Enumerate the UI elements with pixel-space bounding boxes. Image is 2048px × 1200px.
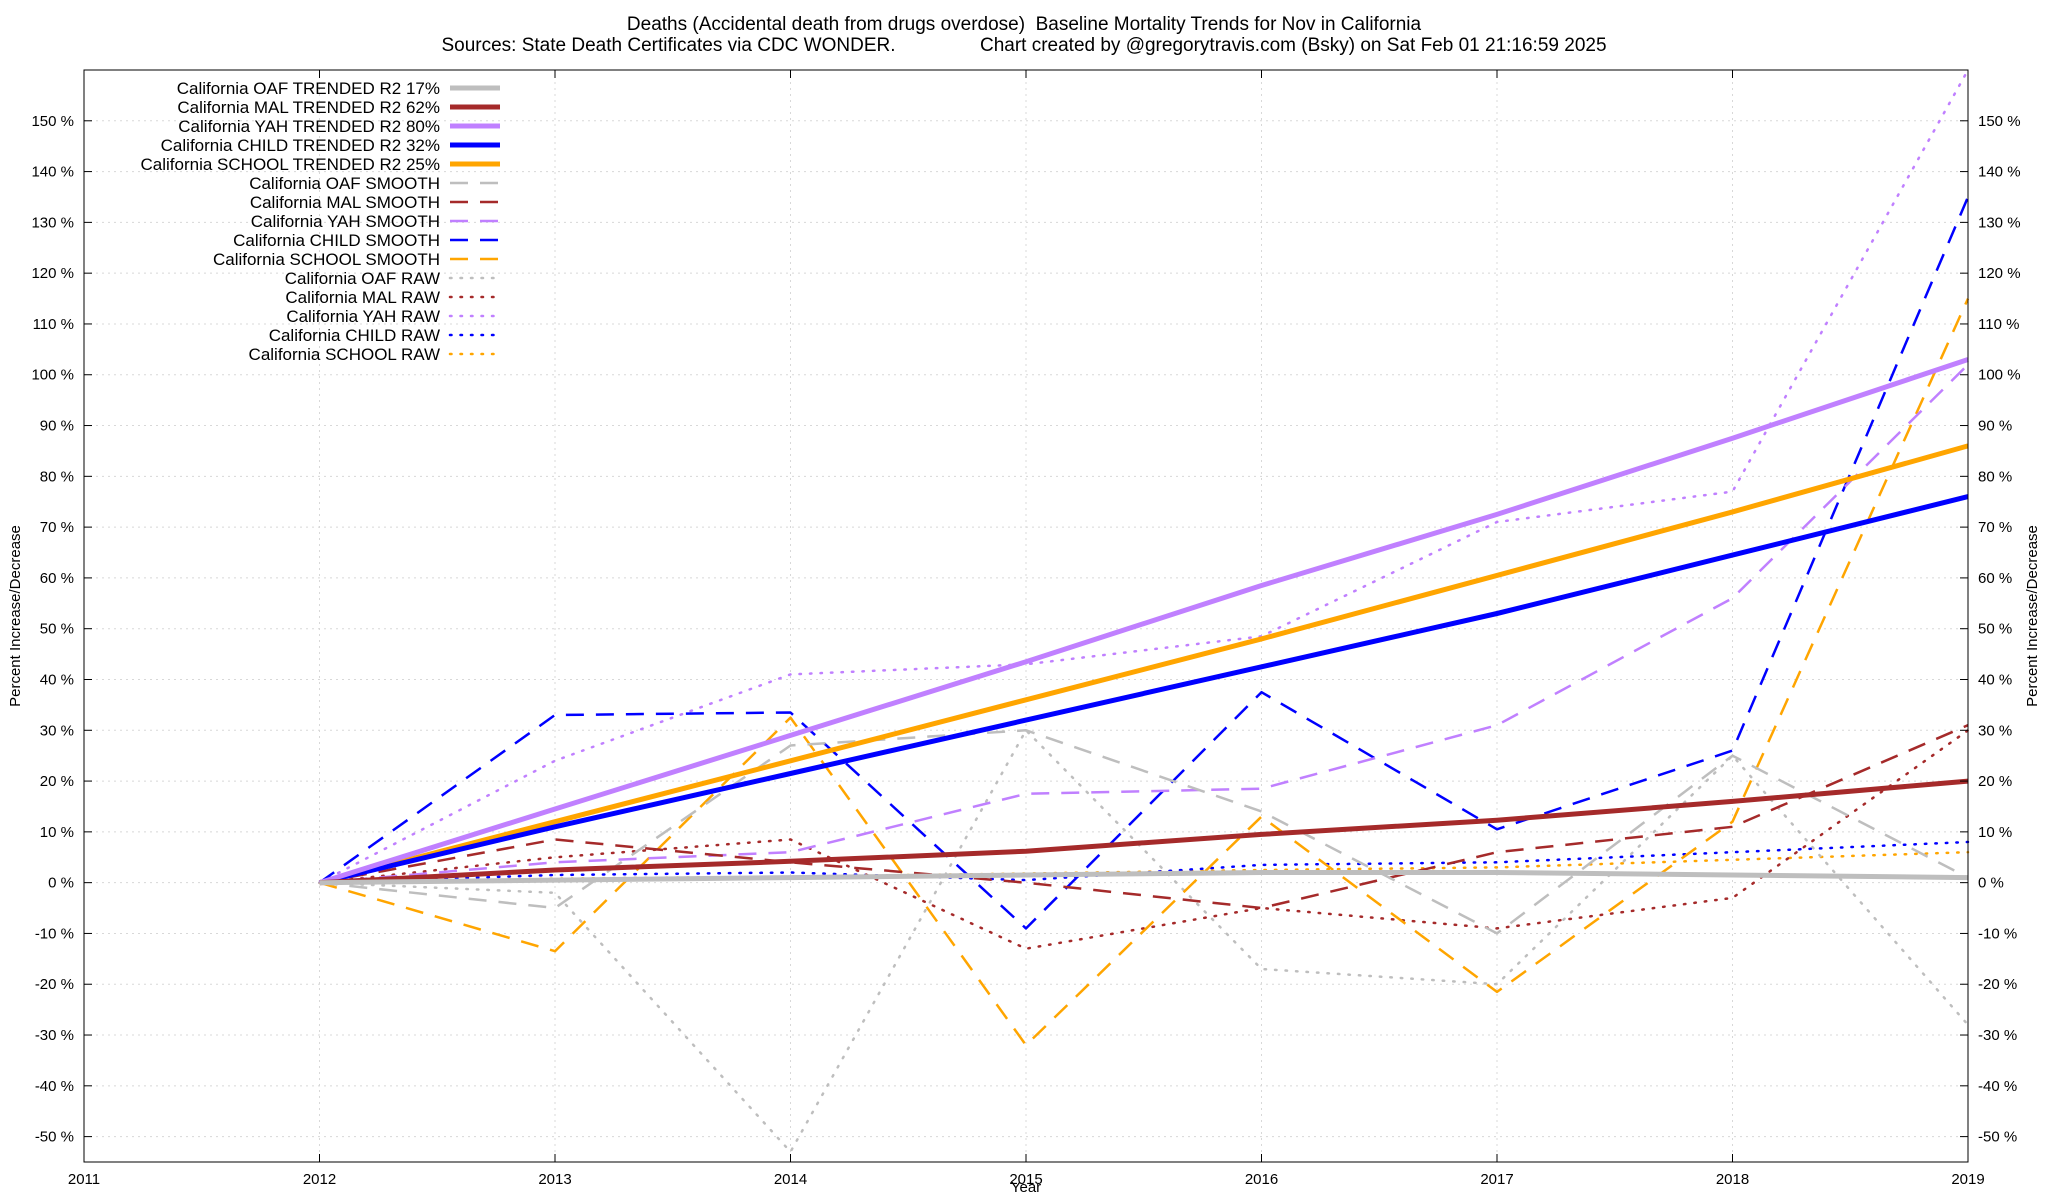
y-tick-label-right: 0 %: [1978, 875, 2004, 892]
legend-entry-label: California SCHOOL RAW: [249, 345, 440, 364]
y-tick-label-right: 40 %: [1978, 671, 2012, 688]
series-line-california-oaf-smooth: [319, 729, 1969, 935]
legend-entry-label: California OAF RAW: [285, 269, 440, 288]
legend-entry-label: California YAH TRENDED R2 80%: [178, 117, 440, 136]
legend-entry-label: California SCHOOL TRENDED R2 25%: [141, 155, 440, 174]
series-line-california-school-trended-r2-25: [318, 443, 1969, 886]
y-tick-label: -30 %: [35, 1027, 74, 1044]
y-tick-label-right: 20 %: [1978, 773, 2012, 790]
y-tick-label: 0 %: [48, 875, 74, 892]
legend-entry-label: California YAH SMOOTH: [251, 212, 440, 231]
legend: California OAF TRENDED R2 17%California …: [141, 79, 502, 364]
series-line-california-child-raw: [318, 840, 1970, 884]
y-tick-label-right: 80 %: [1978, 468, 2012, 485]
y-tick-label: 20 %: [40, 773, 74, 790]
axis-ticks: 2011 2012 2013 2014 2015 2016 2017 2018 2019 -50 …: [31, 70, 2021, 1188]
y-tick-label-right: 70 %: [1978, 519, 2012, 536]
x-axis-label: Year: [1011, 1179, 1041, 1196]
x-tick-label: 2017: [1480, 1171, 1513, 1188]
y-tick-label-right: 120 %: [1978, 265, 2021, 282]
x-tick-label: 2012: [303, 1171, 336, 1188]
y-tick-label: 110 %: [33, 316, 74, 333]
y-axis-label-right: Percent Increase/Decrease: [2024, 525, 2041, 707]
y-tick-label: 30 %: [40, 722, 74, 739]
chart-title: Deaths (Accidental death from drugs over…: [626, 14, 1422, 35]
series-line-california-oaf-trended-r2-17: [319, 870, 1969, 886]
legend-entry-label: California YAH RAW: [286, 307, 440, 326]
legend-entry-label: California MAL SMOOTH: [250, 193, 440, 212]
y-tick-label-right: 50 %: [1978, 621, 2012, 638]
x-tick-label: 2015: [1009, 1171, 1042, 1188]
legend-entry-label: California MAL RAW: [285, 288, 440, 307]
series-line-california-yah-smooth: [319, 363, 1969, 884]
y-tick-label: 150 %: [31, 113, 74, 130]
legend-entry-label: California SCHOOL SMOOTH: [213, 250, 440, 269]
y-tick-label: -50 %: [35, 1129, 74, 1146]
y-tick-label: 60 %: [40, 570, 74, 587]
y-tick-label: 80 %: [40, 468, 74, 485]
legend-entry-label: California MAL TRENDED R2 62%: [177, 98, 440, 117]
x-tick-label: 2011: [68, 1171, 100, 1188]
x-tick-label: 2019: [1951, 1171, 1984, 1188]
y-tick-label: -10 %: [35, 925, 74, 942]
y-tick-label: 40 %: [40, 671, 74, 688]
series-lines: [318, 68, 1970, 1154]
y-tick-label-right: 150 %: [1978, 113, 2021, 130]
series-line-california-school-smooth: [319, 298, 1970, 1047]
series-line-california-yah-raw: [318, 68, 1970, 884]
y-tick-label-right: -20 %: [1978, 976, 2017, 993]
y-tick-label-right: -50 %: [1978, 1129, 2017, 1146]
chart-credit: Chart created by @gregorytravis.com (Bsk…: [979, 35, 1607, 56]
legend-entry-label: California OAF SMOOTH: [249, 174, 440, 193]
series-line-california-yah-trended-r2-80: [318, 357, 1969, 886]
x-tick-label: 2014: [774, 1171, 807, 1188]
series-line-california-mal-trended-r2-62: [319, 778, 1969, 886]
legend-entry-label: California OAF TRENDED R2 17%: [177, 79, 440, 98]
y-tick-label-right: 130 %: [1978, 214, 2021, 231]
legend-entry-label: California CHILD TRENDED R2 32%: [161, 136, 440, 155]
series-line-california-child-smooth: [318, 196, 1970, 930]
series-line-california-mal-smooth: [319, 724, 1969, 910]
legend-entry-label: California CHILD SMOOTH: [233, 231, 440, 250]
y-tick-label: 50 %: [40, 621, 74, 638]
x-tick-label: 2013: [538, 1171, 571, 1188]
y-tick-label: -20 %: [35, 976, 74, 993]
y-tick-label-right: 60 %: [1978, 570, 2012, 587]
y-tick-label-right: 30 %: [1978, 722, 2012, 739]
chart-sources: Sources: State Death Certificates via CD…: [441, 35, 896, 56]
y-tick-label: 70 %: [40, 519, 74, 536]
series-line-california-child-trended-r2-32: [318, 494, 1969, 886]
y-tick-label-right: 10 %: [1978, 824, 2012, 841]
y-tick-label: 100 %: [31, 367, 74, 384]
y-axis-label: Percent Increase/Decrease: [7, 525, 24, 707]
legend-entry-label: California CHILD RAW: [269, 326, 440, 345]
x-tick-label: 2016: [1245, 1171, 1278, 1188]
y-tick-label-right: -40 %: [1978, 1078, 2017, 1095]
y-tick-label: 90 %: [40, 418, 74, 435]
y-tick-label-right: -10 %: [1978, 925, 2017, 942]
chart-subtitle: Sources: State Death Certificates via CD…: [0, 35, 2048, 57]
series-line-california-oaf-raw: [318, 729, 1970, 1154]
y-tick-label-right: 140 %: [1978, 164, 2021, 181]
y-tick-label-right: 110 %: [1978, 316, 2019, 333]
y-tick-label-right: 90 %: [1978, 418, 2012, 435]
y-tick-label: -40 %: [35, 1078, 74, 1095]
y-tick-label-right: -30 %: [1978, 1027, 2017, 1044]
y-tick-label: 120 %: [31, 265, 74, 282]
y-tick-label: 130 %: [31, 214, 74, 231]
y-tick-label: 140 %: [31, 164, 74, 181]
y-tick-label-right: 100 %: [1978, 367, 2021, 384]
x-tick-label: 2018: [1716, 1171, 1749, 1188]
series-line-california-mal-raw: [318, 729, 1970, 950]
y-tick-label: 10 %: [40, 824, 74, 841]
